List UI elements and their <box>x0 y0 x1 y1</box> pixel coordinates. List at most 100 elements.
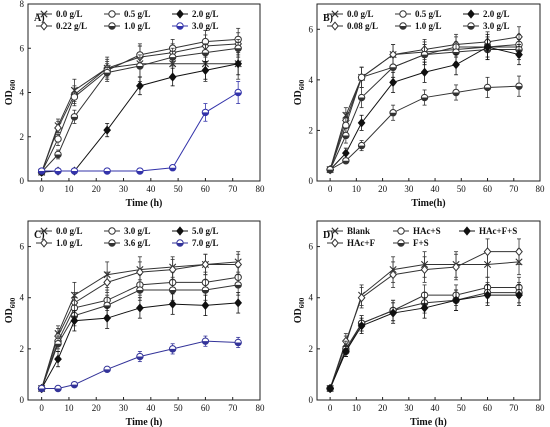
legend-label: 0.0 g/L <box>56 9 83 19</box>
y-tick-label: 0 <box>309 395 314 405</box>
legend-label: 1.0 g/L <box>415 21 442 31</box>
x-tick-label: 20 <box>92 403 102 413</box>
legend-marker <box>331 10 339 18</box>
x-tick-label: 80 <box>536 403 546 413</box>
legend-label: HAc+F <box>347 238 376 248</box>
y-tick-label: 2 <box>20 344 25 354</box>
plot-frame <box>316 220 541 401</box>
data-point <box>201 286 210 294</box>
legend-item: 2.0 g/L <box>463 9 510 19</box>
x-tick-label: 30 <box>404 403 414 413</box>
legend-item: 0.08 g/L <box>327 21 378 31</box>
legend: 0.0 g/L 0.5 g/L 2.0 g/L 0.08 g/L 1.0 g/L 3.0 … <box>327 9 510 31</box>
data-point <box>201 48 210 57</box>
x-tick-label: 30 <box>119 184 129 194</box>
y-tick-label: 0 <box>20 395 25 405</box>
legend-item: 3.0 g/L <box>463 21 510 31</box>
data-point <box>136 352 144 361</box>
legend-marker <box>108 227 116 235</box>
legend-label: 1.0 g/L <box>124 21 151 31</box>
plot-frame <box>27 220 261 401</box>
panel-label: D) <box>323 230 334 241</box>
x-tick-label: 20 <box>378 403 388 413</box>
series-line <box>41 63 239 173</box>
legend-item: 5.0 g/L <box>172 226 219 236</box>
series-line <box>329 46 520 170</box>
data-point <box>515 49 523 60</box>
data-point <box>54 150 62 159</box>
data-point <box>168 164 177 172</box>
data-point <box>452 262 460 272</box>
legend-item: 7.0 g/L <box>172 238 219 248</box>
legend-item: 3.6 g/L <box>104 238 151 248</box>
series-line <box>329 261 520 389</box>
x-tick-label: 40 <box>431 403 441 413</box>
data-point <box>357 73 366 82</box>
legend-item: 0.0 g/L <box>327 9 374 19</box>
legend-marker <box>331 21 339 31</box>
legend-marker <box>40 10 48 18</box>
data-point <box>357 293 366 303</box>
x-tick-label: 0 <box>328 184 333 194</box>
legend-item: 0.5 g/L <box>395 9 442 19</box>
x-tick-label: 20 <box>378 184 388 194</box>
legend-label: F+S <box>413 238 429 248</box>
x-tick-label: 0 <box>328 403 333 413</box>
legend-item: 0.0 g/L <box>36 226 83 236</box>
x-tick-label: 10 <box>352 184 362 194</box>
legend-label: 2.0 g/L <box>192 9 219 19</box>
x-axis-title: Time(h) <box>411 198 445 209</box>
x-tick-label: 60 <box>483 184 493 194</box>
data-point <box>357 118 366 128</box>
data-point <box>234 338 242 347</box>
legend-marker <box>176 22 184 30</box>
data-point <box>357 93 366 102</box>
data-point <box>103 125 112 135</box>
data-point <box>452 295 460 305</box>
x-tick-label: 10 <box>64 184 74 194</box>
legend-label: 0.0 g/L <box>56 226 83 236</box>
panel-label: B) <box>323 13 333 24</box>
y-tick-label: 6 <box>20 242 25 252</box>
legend: 0.0 g/L 0.5 g/L 2.0 g/L 0.22 g/L 1.0 g/L 3.0 … <box>36 9 219 31</box>
y-tick-label: 0 <box>309 176 314 186</box>
data-point <box>342 346 350 356</box>
y-axis-title: OD600 <box>293 297 306 323</box>
data-point <box>326 165 334 174</box>
legend-item: 2.0 g/L <box>172 9 219 19</box>
legend-label: 0.08 g/L <box>347 21 378 31</box>
y-tick-label: 4 <box>20 293 25 303</box>
data-point <box>136 286 144 294</box>
data-point <box>201 300 210 310</box>
legend-marker <box>176 9 184 19</box>
data-point <box>326 383 334 394</box>
data-point <box>389 308 397 318</box>
x-tick-label: 50 <box>174 403 184 413</box>
x-tick-label: 40 <box>146 184 156 194</box>
x-axis-title: Time (h) <box>410 417 447 427</box>
y-tick-label: 4 <box>309 75 314 85</box>
data-point <box>201 337 210 345</box>
legend-marker <box>40 227 48 235</box>
data-point <box>389 63 397 71</box>
panel-b: B) 0 10 20 30 40 50 60 70 80 0 2 4 6 Time(h) OD600 0.0 g… <box>293 3 545 209</box>
data-point <box>136 303 144 313</box>
data-point <box>420 93 429 102</box>
data-point <box>234 281 242 289</box>
legend-label: 0.0 g/L <box>347 9 374 19</box>
legend-marker <box>397 227 405 235</box>
legend-item: 1.0 g/L <box>36 238 83 248</box>
legend-marker <box>467 22 475 30</box>
x-tick-label: 40 <box>146 403 156 413</box>
data-point <box>54 167 62 175</box>
series-line <box>41 340 239 389</box>
data-point <box>420 303 429 313</box>
data-point <box>136 81 144 91</box>
legend-label: HAc+F+S <box>479 226 517 236</box>
x-tick-label: 50 <box>457 403 467 413</box>
legend-marker <box>467 9 475 19</box>
panel-a: A) 0 10 20 30 40 50 60 70 80 0 2 4 6 8 Time (h) OD600 0.0… <box>4 0 265 209</box>
y-tick-label: 2 <box>309 344 314 354</box>
series-line <box>41 263 239 389</box>
series-line <box>329 36 520 170</box>
